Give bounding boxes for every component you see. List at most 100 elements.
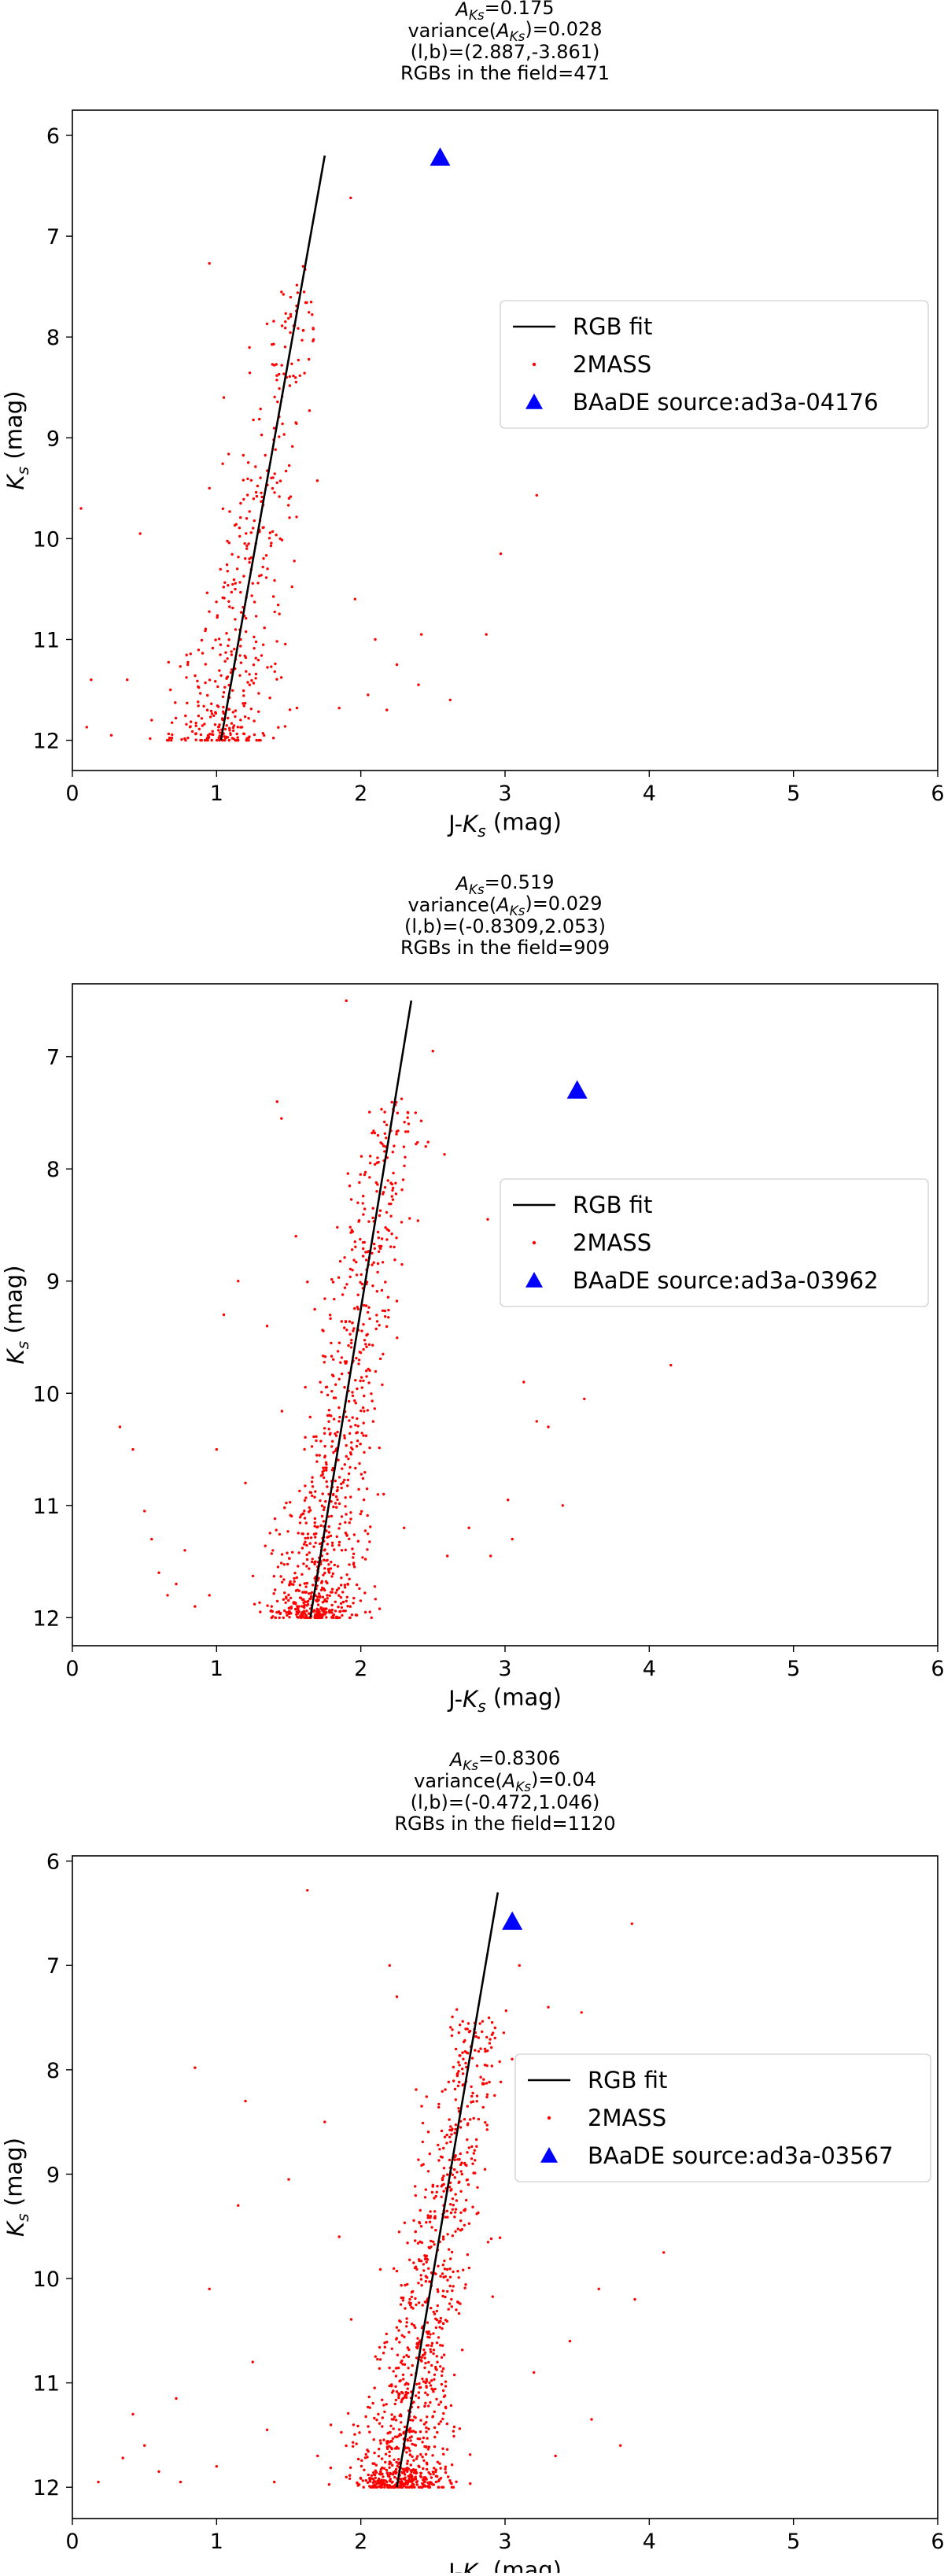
field-star-point <box>452 2204 455 2207</box>
field-star-point <box>474 2049 477 2052</box>
field-star-point <box>210 712 214 715</box>
field-star-point <box>238 581 242 584</box>
field-star-point <box>418 2220 421 2224</box>
field-star-point <box>239 638 242 641</box>
field-star-point <box>433 2210 437 2213</box>
field-star-point <box>222 396 226 399</box>
field-star-point <box>297 1610 301 1613</box>
field-star-point <box>427 2371 430 2374</box>
field-star-point <box>302 1512 305 1515</box>
field-star-point <box>270 1616 274 1620</box>
field-star-point <box>359 1237 362 1241</box>
y-tick-label: 12 <box>33 730 60 754</box>
field-star-point <box>446 2290 449 2293</box>
field-star-point <box>391 2473 395 2476</box>
field-star-point <box>280 1561 283 1565</box>
field-star-point <box>336 1565 340 1568</box>
field-star-point <box>426 2481 430 2485</box>
field-star-point <box>386 2474 390 2478</box>
field-star-point <box>462 2268 465 2271</box>
field-star-point <box>474 2138 478 2142</box>
field-star-point <box>356 2457 360 2461</box>
field-star-point <box>348 2477 352 2480</box>
field-star-point <box>410 2290 414 2294</box>
field-star-point <box>426 2393 430 2397</box>
field-star-point <box>430 2344 433 2348</box>
field-star-point <box>353 1306 356 1310</box>
field-star-point <box>424 2401 427 2404</box>
field-star-point <box>242 689 245 693</box>
field-star-point <box>358 1181 361 1185</box>
y-axis-label: Ks​ (mag) <box>0 2138 32 2237</box>
field-star-point <box>417 2282 420 2285</box>
field-star-point <box>239 661 243 664</box>
field-star-point <box>383 1150 386 1153</box>
field-star-point <box>252 418 255 422</box>
field-star-point <box>126 678 129 682</box>
field-star-point <box>445 2142 448 2145</box>
field-star-point <box>459 2152 462 2156</box>
field-star-point <box>297 1605 301 1608</box>
field-star-point <box>401 1178 405 1181</box>
field-star-point <box>421 2140 424 2144</box>
field-star-point <box>260 491 263 494</box>
field-star-point <box>305 1553 308 1557</box>
field-star-point <box>423 2196 427 2199</box>
field-star-point <box>406 2439 409 2442</box>
field-star-point <box>419 2471 423 2475</box>
field-star-point <box>252 682 256 685</box>
field-star-point <box>217 729 220 732</box>
field-star-point <box>326 1543 330 1546</box>
field-star-point <box>185 723 188 726</box>
x-tick-label: 1 <box>210 1657 223 1681</box>
field-star-point <box>284 320 287 323</box>
field-star-point <box>349 1511 352 1514</box>
field-star-point <box>412 2478 415 2482</box>
field-star-point <box>239 645 242 648</box>
field-star-point <box>449 2140 452 2144</box>
y-tick-label: 9 <box>46 427 60 451</box>
field-star-point <box>410 2295 413 2298</box>
field-star-point <box>383 2410 386 2414</box>
field-star-point <box>286 1551 289 1554</box>
field-star-point <box>378 1214 382 1218</box>
field-star-point <box>378 2473 382 2476</box>
field-star-point <box>336 1486 339 1489</box>
field-star-point <box>208 733 212 736</box>
chart-title-line: RGBs in the field=1120 <box>394 1813 615 1835</box>
field-star-point <box>448 2158 452 2162</box>
field-star-point <box>412 2324 416 2327</box>
field-star-point <box>403 2396 407 2399</box>
field-star-point <box>402 2432 405 2435</box>
field-star-point <box>395 2390 399 2393</box>
field-star-point <box>295 283 299 286</box>
field-star-point <box>319 1607 323 1610</box>
field-star-point <box>428 2485 432 2489</box>
field-star-point <box>227 453 230 456</box>
field-star-point <box>312 1609 316 1612</box>
field-star-point <box>400 2483 403 2486</box>
field-star-point <box>357 1362 360 1366</box>
field-star-point <box>254 656 257 660</box>
legend-source-swatch <box>525 394 543 409</box>
field-star-point <box>449 2257 452 2260</box>
field-star-point <box>312 1545 315 1548</box>
field-star-point <box>360 1432 363 1435</box>
field-star-point <box>226 570 229 573</box>
field-star-point <box>347 1343 350 1347</box>
field-star-point <box>250 594 253 597</box>
field-star-point <box>568 2339 572 2343</box>
field-star-point <box>373 2485 376 2489</box>
field-star-point <box>400 2400 403 2404</box>
field-star-point <box>376 1183 379 1186</box>
field-star-point <box>385 2445 389 2448</box>
field-star-point <box>222 691 226 694</box>
field-star-point <box>215 1447 218 1451</box>
field-star-point <box>397 2396 400 2400</box>
field-star-point <box>439 2365 442 2368</box>
field-star-point <box>421 2121 425 2125</box>
field-star-point <box>389 1214 393 1218</box>
field-star-point <box>441 2272 444 2275</box>
